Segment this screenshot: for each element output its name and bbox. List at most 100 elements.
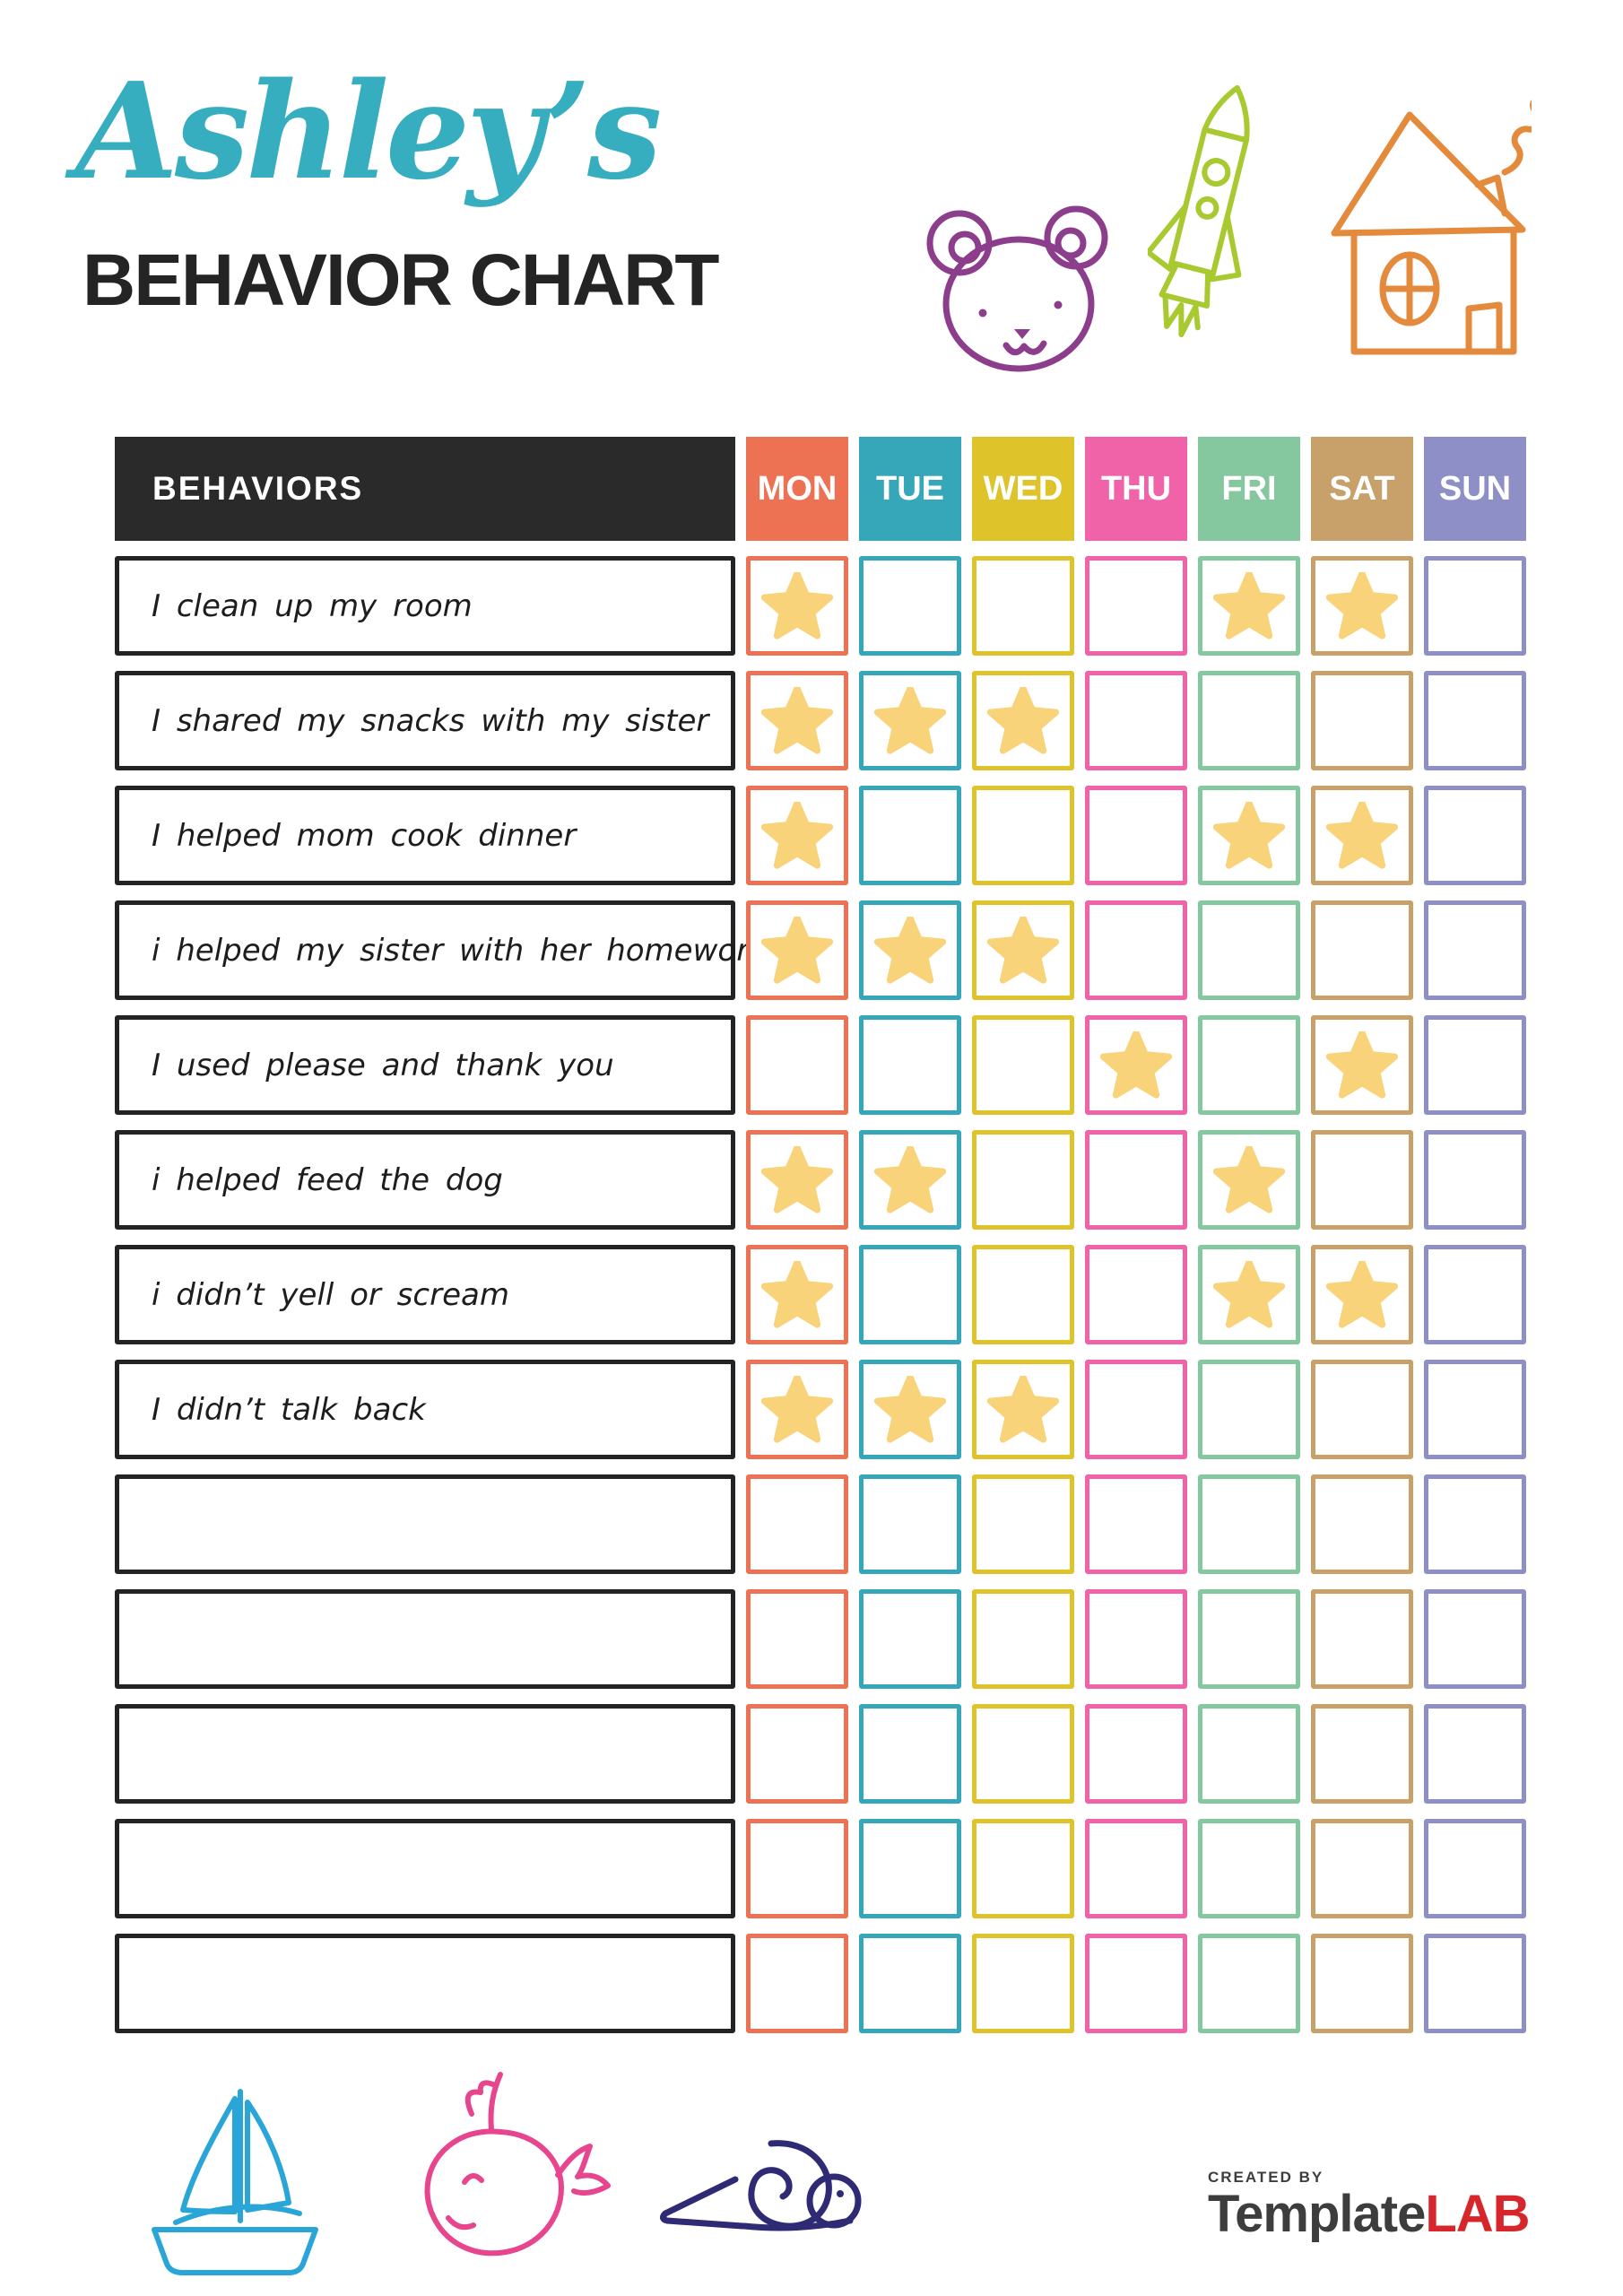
logo-brand: TemplateLAB xyxy=(1208,2185,1531,2243)
day-cell-wed-row9 xyxy=(972,1474,1074,1574)
day-cell-mon-row8 xyxy=(746,1360,848,1459)
day-cell-sat-row5 xyxy=(1311,1015,1413,1115)
rocket-icon xyxy=(1148,81,1291,386)
day-cell-wed-row6 xyxy=(972,1130,1074,1230)
day-cell-thu-row12 xyxy=(1085,1819,1187,1918)
star-icon xyxy=(874,916,946,984)
star-icon xyxy=(874,686,946,754)
day-cell-sat-row6 xyxy=(1311,1130,1413,1230)
house-icon xyxy=(1327,97,1532,362)
star-icon xyxy=(761,571,833,639)
day-header-tue: TUE xyxy=(859,437,961,541)
day-cell-sat-row11 xyxy=(1311,1704,1413,1804)
day-cell-mon-row9 xyxy=(746,1474,848,1574)
behavior-label-cell-row2: I shared my snacks with my sister xyxy=(115,671,735,770)
day-cell-wed-row2 xyxy=(972,671,1074,770)
snail-icon xyxy=(656,2129,872,2237)
day-cell-thu-row5 xyxy=(1085,1015,1187,1115)
behavior-label-cell-row12 xyxy=(115,1819,735,1918)
day-cell-tue-row12 xyxy=(859,1819,961,1918)
day-cell-sat-row12 xyxy=(1311,1819,1413,1918)
star-icon xyxy=(1213,571,1285,639)
behavior-text: i helped my sister with her homework xyxy=(152,932,767,969)
day-cell-fri-row9 xyxy=(1198,1474,1300,1574)
day-cell-tue-row9 xyxy=(859,1474,961,1574)
star-icon xyxy=(1213,1260,1285,1328)
day-cell-fri-row3 xyxy=(1198,786,1300,885)
behavior-text: I helped mom cook dinner xyxy=(152,817,577,854)
day-cell-sun-row2 xyxy=(1424,671,1526,770)
behavior-label-cell-row9 xyxy=(115,1474,735,1574)
day-cell-wed-row10 xyxy=(972,1589,1074,1689)
day-cell-tue-row4 xyxy=(859,900,961,1000)
day-cell-thu-row9 xyxy=(1085,1474,1187,1574)
behavior-text: I didn’t talk back xyxy=(152,1391,426,1428)
day-cell-sun-row3 xyxy=(1424,786,1526,885)
day-cell-fri-row10 xyxy=(1198,1589,1300,1689)
behavior-text: I shared my snacks with my sister xyxy=(152,702,709,739)
star-icon xyxy=(761,1260,833,1328)
day-cell-wed-row12 xyxy=(972,1819,1074,1918)
star-icon xyxy=(987,916,1059,984)
star-icon xyxy=(761,686,833,754)
star-icon xyxy=(1213,801,1285,869)
logo-brand-lab: LAB xyxy=(1425,2185,1530,2243)
day-cell-sun-row8 xyxy=(1424,1360,1526,1459)
day-cell-wed-row1 xyxy=(972,556,1074,656)
behavior-text: I clean up my room xyxy=(152,587,473,624)
star-icon xyxy=(1326,571,1398,639)
day-cell-tue-row7 xyxy=(859,1245,961,1344)
day-cell-sun-row10 xyxy=(1424,1589,1526,1689)
day-cell-sat-row8 xyxy=(1311,1360,1413,1459)
behavior-label-cell-row11 xyxy=(115,1704,735,1804)
logo-brand-template: Template xyxy=(1208,2185,1426,2243)
day-cell-wed-row4 xyxy=(972,900,1074,1000)
star-icon xyxy=(1326,1260,1398,1328)
templatelab-logo: CREATED BY TemplateLAB xyxy=(1208,2169,1531,2243)
day-cell-sat-row9 xyxy=(1311,1474,1413,1574)
day-header-wed: WED xyxy=(972,437,1074,541)
day-cell-thu-row8 xyxy=(1085,1360,1187,1459)
bear-icon xyxy=(924,196,1117,374)
star-icon xyxy=(761,1145,833,1213)
day-cell-fri-row11 xyxy=(1198,1704,1300,1804)
day-cell-fri-row7 xyxy=(1198,1245,1300,1344)
day-cell-thu-row3 xyxy=(1085,786,1187,885)
day-cell-sat-row7 xyxy=(1311,1245,1413,1344)
behavior-table: BEHAVIORS MON TUE WED THU FRI SAT SUN I clean u… xyxy=(115,437,1526,2033)
day-cell-fri-row5 xyxy=(1198,1015,1300,1115)
day-cell-wed-row3 xyxy=(972,786,1074,885)
day-cell-sun-row13 xyxy=(1424,1934,1526,2033)
day-cell-thu-row1 xyxy=(1085,556,1187,656)
day-cell-mon-row12 xyxy=(746,1819,848,1918)
star-icon xyxy=(761,1375,833,1443)
day-cell-sat-row10 xyxy=(1311,1589,1413,1689)
behavior-text: I used please and thank you xyxy=(152,1047,614,1083)
day-cell-mon-row11 xyxy=(746,1704,848,1804)
behavior-label-cell-row7: i didn’t yell or scream xyxy=(115,1245,735,1344)
star-icon xyxy=(1326,801,1398,869)
behavior-label-cell-row10 xyxy=(115,1589,735,1689)
day-cell-mon-row5 xyxy=(746,1015,848,1115)
day-header-thu: THU xyxy=(1085,437,1187,541)
behavior-label-cell-row8: I didn’t talk back xyxy=(115,1360,735,1459)
day-cell-mon-row10 xyxy=(746,1589,848,1689)
behaviors-header: BEHAVIORS xyxy=(115,437,735,541)
day-cell-fri-row6 xyxy=(1198,1130,1300,1230)
sailboat-icon xyxy=(135,2084,337,2278)
behavior-label-cell-row1: I clean up my room xyxy=(115,556,735,656)
page-title: BEHAVIOR CHART xyxy=(82,239,719,321)
day-cell-mon-row2 xyxy=(746,671,848,770)
star-icon xyxy=(1326,1031,1398,1099)
day-cell-tue-row2 xyxy=(859,671,961,770)
day-cell-thu-row7 xyxy=(1085,1245,1187,1344)
day-cell-thu-row2 xyxy=(1085,671,1187,770)
whale-icon xyxy=(395,2067,614,2275)
day-cell-mon-row13 xyxy=(746,1934,848,2033)
day-cell-mon-row3 xyxy=(746,786,848,885)
day-cell-sat-row1 xyxy=(1311,556,1413,656)
day-cell-sat-row13 xyxy=(1311,1934,1413,2033)
day-cell-mon-row6 xyxy=(746,1130,848,1230)
behavior-text: i didn’t yell or scream xyxy=(152,1276,509,1313)
